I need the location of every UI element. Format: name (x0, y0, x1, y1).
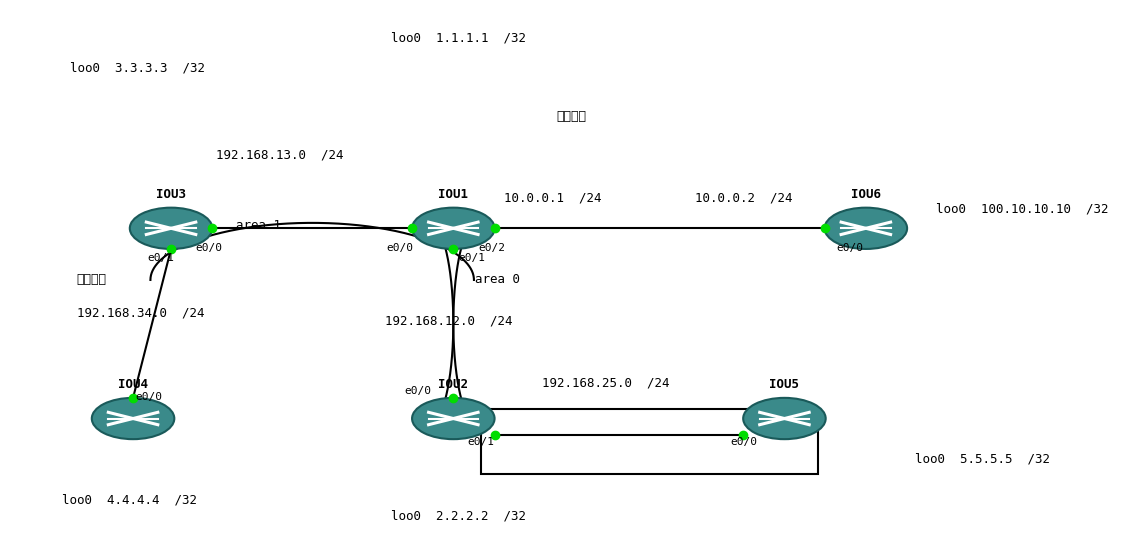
Circle shape (412, 208, 495, 249)
Text: 10.0.0.2  /24: 10.0.0.2 /24 (695, 192, 793, 205)
Text: e0/0: e0/0 (136, 392, 162, 402)
Text: e0/1: e0/1 (467, 437, 495, 447)
Text: loo0  2.2.2.2  /32: loo0 2.2.2.2 /32 (391, 510, 527, 523)
Text: e0/0: e0/0 (195, 243, 222, 254)
Text: e0/1: e0/1 (147, 253, 174, 263)
Text: 192.168.13.0  /24: 192.168.13.0 /24 (215, 148, 343, 161)
Text: loo0  1.1.1.1  /32: loo0 1.1.1.1 /32 (391, 32, 527, 44)
Text: e0/2: e0/2 (479, 243, 505, 254)
Text: IOU6: IOU6 (850, 188, 881, 201)
Text: 默认路由: 默认路由 (556, 110, 586, 124)
Text: e0/0: e0/0 (731, 437, 757, 447)
Circle shape (824, 208, 907, 249)
Text: area 1: area 1 (236, 219, 282, 232)
Text: 192.168.12.0  /24: 192.168.12.0 /24 (385, 314, 512, 327)
Text: loo0  3.3.3.3  /32: loo0 3.3.3.3 /32 (70, 61, 205, 75)
Circle shape (130, 208, 212, 249)
Text: area 0: area 0 (475, 273, 520, 287)
Text: IOU4: IOU4 (119, 378, 148, 391)
Text: IOU1: IOU1 (438, 188, 469, 201)
Text: 192.168.34.0  /24: 192.168.34.0 /24 (76, 306, 204, 319)
Text: IOU2: IOU2 (438, 378, 469, 391)
Text: loo0  4.4.4.4  /32: loo0 4.4.4.4 /32 (63, 494, 197, 507)
Text: 10.0.0.1  /24: 10.0.0.1 /24 (504, 192, 602, 205)
Text: loo0  5.5.5.5  /32: loo0 5.5.5.5 /32 (914, 453, 1050, 466)
Text: 192.168.25.0  /24: 192.168.25.0 /24 (542, 377, 669, 390)
Circle shape (743, 398, 825, 439)
Circle shape (412, 398, 495, 439)
Text: e0/0: e0/0 (405, 386, 432, 396)
Text: loo0  100.10.10.10  /32: loo0 100.10.10.10 /32 (936, 203, 1109, 216)
Text: IOU5: IOU5 (770, 378, 799, 391)
Circle shape (92, 398, 174, 439)
Text: e0/0: e0/0 (837, 243, 863, 254)
Text: e0/0: e0/0 (386, 243, 413, 254)
Bar (481, 409, 819, 474)
Text: e0/1: e0/1 (458, 253, 486, 263)
Text: IOU3: IOU3 (156, 188, 186, 201)
Text: 静态路由: 静态路由 (76, 273, 107, 287)
